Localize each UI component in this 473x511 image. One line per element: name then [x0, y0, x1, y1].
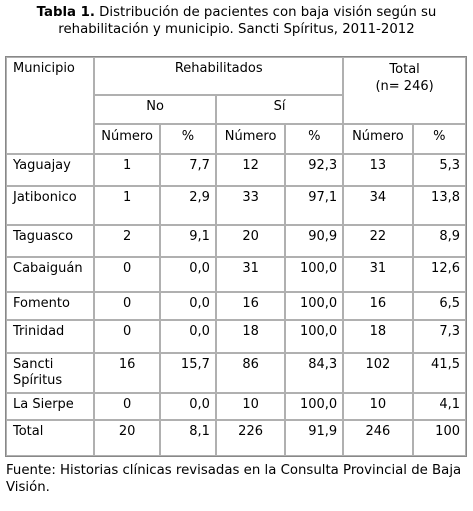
caption-line2: rehabilitación y municipio. Sancti Spíri… [58, 22, 415, 37]
header-municipio: Municipio [6, 57, 95, 154]
cell-municipio: Yaguajay [6, 154, 95, 186]
cell-si-pct: 100,0 [285, 320, 344, 353]
table-row: Fomento 0 0,0 16 100,0 16 6,5 [6, 292, 466, 320]
cell-total-pct: 5,3 [412, 154, 466, 186]
cell-no-pct: 0,0 [159, 257, 216, 292]
cell-total-numero: 31 [343, 257, 413, 292]
cell-municipio: Fomento [6, 292, 95, 320]
cell-no-numero: 1 [94, 186, 160, 225]
cell-si-numero: 18 [215, 320, 286, 353]
header-no: No [94, 95, 216, 124]
cell-si-numero: 31 [215, 257, 286, 292]
cell-total-numero: 16 [343, 292, 413, 320]
cell-si-numero: 86 [215, 353, 286, 393]
cell-municipio: Total [6, 420, 95, 456]
header-total-pct: % [412, 124, 466, 154]
cell-si-pct: 92,3 [285, 154, 344, 186]
header-no-numero: Número [94, 124, 160, 154]
cell-si-pct: 90,9 [285, 225, 344, 257]
table-row: Sancti Spíritus 16 15,7 86 84,3 102 41,5 [6, 353, 466, 393]
header-no-pct: % [159, 124, 216, 154]
table-total-row: Total 20 8,1 226 91,9 246 100 [6, 420, 466, 456]
cell-total-numero: 246 [343, 420, 413, 456]
table-caption: Tabla 1. Distribución de pacientes con b… [0, 4, 473, 38]
cell-total-pct: 12,6 [412, 257, 466, 292]
cell-no-numero: 0 [94, 257, 160, 292]
cell-no-numero: 0 [94, 320, 160, 353]
cell-total-pct: 6,5 [412, 292, 466, 320]
caption-line1: Distribución de pacientes con baja visió… [94, 5, 437, 20]
cell-municipio: Cabaiguán [6, 257, 95, 292]
table-row: Trinidad 0 0,0 18 100,0 18 7,3 [6, 320, 466, 353]
cell-municipio: La Sierpe [6, 393, 95, 420]
cell-total-numero: 22 [343, 225, 413, 257]
cell-no-pct: 2,9 [159, 186, 216, 225]
cell-no-numero: 20 [94, 420, 160, 456]
cell-no-numero: 0 [94, 393, 160, 420]
table-row: Yaguajay 1 7,7 12 92,3 13 5,3 [6, 154, 466, 186]
cell-si-numero: 10 [215, 393, 286, 420]
cell-si-numero: 16 [215, 292, 286, 320]
header-total: Total (n= 246) [343, 57, 466, 124]
cell-si-numero: 226 [215, 420, 286, 456]
cell-no-pct: 15,7 [159, 353, 216, 393]
cell-total-pct: 100 [412, 420, 466, 456]
cell-total-numero: 10 [343, 393, 413, 420]
header-si: Sí [215, 95, 344, 124]
table-row: Taguasco 2 9,1 20 90,9 22 8,9 [6, 225, 466, 257]
cell-si-numero: 20 [215, 225, 286, 257]
header-rehabilitados: Rehabilitados [94, 57, 344, 95]
cell-si-pct: 100,0 [285, 292, 344, 320]
table-row: Cabaiguán 0 0,0 31 100,0 31 12,6 [6, 257, 466, 292]
cell-total-pct: 8,9 [412, 225, 466, 257]
header-si-numero: Número [215, 124, 286, 154]
cell-si-pct: 100,0 [285, 257, 344, 292]
cell-no-pct: 0,0 [159, 393, 216, 420]
table-row: Jatibonico 1 2,9 33 97,1 34 13,8 [6, 186, 466, 225]
cell-total-pct: 41,5 [412, 353, 466, 393]
cell-no-pct: 0,0 [159, 320, 216, 353]
cell-no-pct: 8,1 [159, 420, 216, 456]
cell-si-pct: 84,3 [285, 353, 344, 393]
header-total-label: Total [389, 62, 420, 77]
header-total-n: (n= 246) [375, 79, 434, 94]
header-total-numero: Número [343, 124, 413, 154]
cell-no-numero: 1 [94, 154, 160, 186]
cell-municipio: Sancti Spíritus [6, 353, 95, 393]
cell-no-numero: 0 [94, 292, 160, 320]
table-row: La Sierpe 0 0,0 10 100,0 10 4,1 [6, 393, 466, 420]
cell-no-pct: 9,1 [159, 225, 216, 257]
cell-no-numero: 2 [94, 225, 160, 257]
table-source-note: Fuente: Historias clínicas revisadas en … [6, 463, 462, 495]
cell-municipio: Jatibonico [6, 186, 95, 225]
data-table: Municipio Rehabilitados Total (n= 246) N… [5, 56, 467, 457]
cell-no-numero: 16 [94, 353, 160, 393]
cell-municipio: Trinidad [6, 320, 95, 353]
cell-total-pct: 7,3 [412, 320, 466, 353]
cell-no-pct: 7,7 [159, 154, 216, 186]
caption-label: Tabla 1. [36, 5, 95, 20]
cell-total-numero: 13 [343, 154, 413, 186]
cell-total-pct: 13,8 [412, 186, 466, 225]
cell-si-numero: 12 [215, 154, 286, 186]
cell-si-numero: 33 [215, 186, 286, 225]
cell-si-pct: 100,0 [285, 393, 344, 420]
header-si-pct: % [285, 124, 344, 154]
cell-municipio: Taguasco [6, 225, 95, 257]
cell-total-numero: 34 [343, 186, 413, 225]
cell-total-numero: 102 [343, 353, 413, 393]
cell-si-pct: 91,9 [285, 420, 344, 456]
cell-total-pct: 4,1 [412, 393, 466, 420]
cell-no-pct: 0,0 [159, 292, 216, 320]
cell-total-numero: 18 [343, 320, 413, 353]
cell-si-pct: 97,1 [285, 186, 344, 225]
